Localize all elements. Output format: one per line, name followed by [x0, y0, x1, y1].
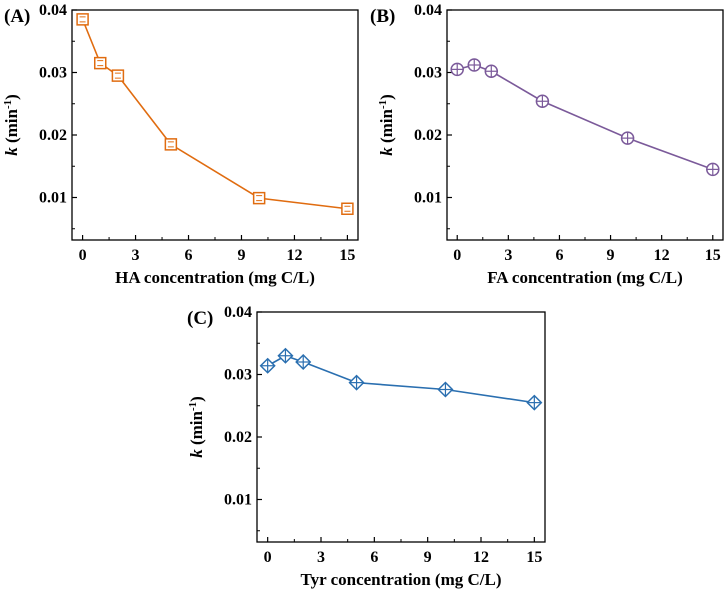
x-tick-label: 3: [504, 247, 512, 264]
y-axis-label: k (min-1): [377, 94, 396, 156]
panel-c: (C) 0 3 6 9 12 15 0.01 0.02 0.03 0.04 Tyr concentra…: [187, 304, 546, 589]
data-point: [535, 94, 550, 108]
data-point: [484, 64, 499, 78]
series-line-fa: [457, 64, 714, 171]
x-tick-label: 0: [79, 247, 87, 264]
x-tick-label: 3: [132, 247, 140, 264]
y-axis-label-sup: -1: [377, 100, 389, 109]
x-tick-label: 9: [607, 247, 615, 264]
data-point: [164, 138, 178, 151]
data-point: [341, 202, 354, 215]
data-point: [295, 353, 312, 371]
x-tick-label: 6: [370, 549, 378, 566]
x-tick-label: 3: [317, 549, 325, 566]
panel-label: (C): [187, 308, 213, 329]
panel-label: (A): [4, 6, 30, 27]
panel-label: (B): [370, 6, 395, 27]
x-tick-label: 15: [705, 247, 721, 264]
x-tick-label: 12: [654, 247, 670, 264]
y-axis-label-unit: (min: [2, 109, 21, 148]
series-line-ha: [81, 19, 348, 210]
y-tick-label: 0.02: [414, 127, 442, 144]
y-tick-label: 0.04: [414, 2, 442, 19]
data-point: [76, 13, 89, 26]
y-tick-label: 0.03: [39, 65, 67, 82]
data-point: [526, 394, 543, 411]
data-point: [259, 357, 276, 374]
x-axis-label: Tyr concentration (mg C/L): [301, 570, 502, 589]
y-axis-label-k: k: [187, 449, 206, 458]
plot-frame: [446, 9, 724, 241]
y-tick-label: 0.02: [39, 127, 67, 144]
y-tick-label: 0.03: [224, 367, 252, 384]
marker-square: [341, 202, 354, 215]
x-tick-label: 9: [424, 549, 432, 566]
x-tick-label: 12: [286, 247, 302, 264]
y-axis-label: k (min-1): [187, 396, 206, 458]
x-tick-label: 15: [339, 247, 355, 264]
y-axis-label-close: ): [2, 94, 21, 100]
panel-a: (A) 0 3 6 9 12 15 0.01 0.02 0.03 0.04 HA concentrat…: [2, 2, 359, 287]
x-tick-label: 0: [264, 549, 272, 566]
data-point: [93, 56, 107, 70]
x-tick-label: 0: [453, 247, 461, 264]
x-tick-label: 9: [237, 247, 245, 264]
marker-square: [76, 13, 89, 26]
data-point: [706, 162, 720, 177]
y-tick-label: 0.01: [224, 492, 252, 509]
y-tick-label: 0.04: [39, 2, 67, 19]
x-tick-label: 12: [473, 549, 489, 566]
x-axis-label: FA concentration (mg C/L): [487, 268, 683, 287]
data-point: [467, 58, 482, 72]
y-axis-label-unit: (min: [187, 411, 206, 450]
marker-square: [164, 138, 178, 151]
marker-square: [93, 56, 107, 70]
data-point: [348, 374, 365, 391]
y-axis-label: k (min-1): [2, 94, 21, 156]
y-axis-label-k: k: [377, 147, 396, 156]
marker-square: [252, 191, 266, 205]
data-point: [252, 191, 266, 205]
x-tick-label: 6: [185, 247, 193, 264]
y-axis-label-close: ): [187, 396, 206, 402]
y-axis-label-sup: -1: [187, 402, 199, 411]
marker-square: [111, 69, 125, 82]
plot-frame: [256, 311, 546, 543]
y-tick-label: 0.01: [39, 190, 67, 207]
data-point: [450, 62, 464, 77]
data-point: [620, 131, 635, 145]
panel-b: (B) 0 3 6 9 12 15 0.01 0.02 0.03 0.04 FA concentrat…: [370, 2, 724, 287]
y-tick-label: 0.01: [414, 190, 442, 207]
data-point: [277, 347, 294, 364]
x-tick-label: 15: [526, 549, 542, 566]
y-axis-label-unit: (min: [377, 109, 396, 148]
data-point: [437, 381, 454, 398]
x-tick-label: 6: [555, 247, 563, 264]
y-axis-label-close: ): [377, 94, 396, 100]
y-axis-label-sup: -1: [2, 100, 14, 109]
y-tick-label: 0.02: [224, 429, 252, 446]
y-tick-label: 0.04: [224, 304, 252, 321]
x-axis-label: HA concentration (mg C/L): [115, 268, 315, 287]
data-point: [111, 69, 125, 82]
y-tick-label: 0.03: [414, 65, 442, 82]
y-axis-label-k: k: [2, 147, 21, 156]
